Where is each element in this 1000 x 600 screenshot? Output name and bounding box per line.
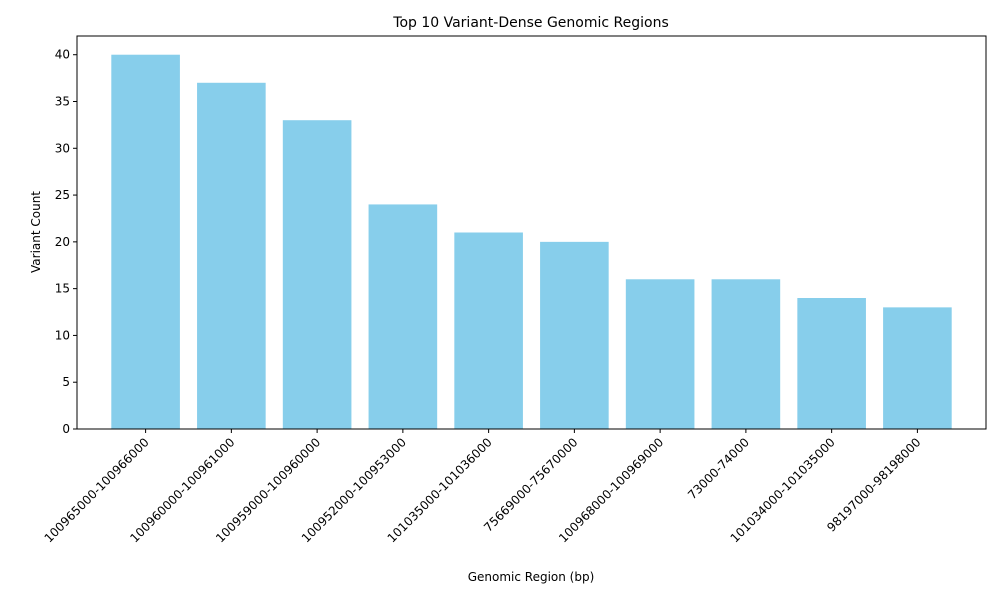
y-tick-label-2: 5 xyxy=(62,375,70,389)
bar-6 xyxy=(540,241,609,429)
bars-group xyxy=(111,54,952,430)
bar-8 xyxy=(711,279,781,429)
x-axis-label: Genomic Region (bp) xyxy=(468,570,595,584)
y-axis: 0 5 10 15 20 25 30 35 40 xyxy=(55,48,77,436)
y-tick-label-6: 25 xyxy=(55,188,70,202)
x-tick-label-6: 75669000-75670000 xyxy=(481,435,580,534)
bar-7 xyxy=(625,279,695,429)
chart-title: Top 10 Variant-Dense Genomic Regions xyxy=(392,15,668,31)
x-axis: 100965000-100966000100960000-10096100010… xyxy=(42,429,924,545)
bar-1 xyxy=(111,54,180,429)
plot-frame xyxy=(76,35,987,430)
x-tick-label-8: 73000-74000 xyxy=(685,435,752,502)
y-tick-label-9: 40 xyxy=(55,48,70,62)
bar-3 xyxy=(282,120,352,429)
x-tick-label-10: 98197000-98198000 xyxy=(824,435,923,534)
bar-4 xyxy=(368,204,438,429)
y-axis-label: Variant Count xyxy=(29,191,43,273)
bar-2 xyxy=(197,82,266,430)
bar-10 xyxy=(883,307,952,429)
y-tick-label-8: 35 xyxy=(55,95,70,109)
bar-9 xyxy=(797,298,866,429)
y-tick-label-1: 0 xyxy=(62,422,70,436)
bar-5 xyxy=(454,232,523,429)
y-tick-label-7: 30 xyxy=(55,141,70,155)
y-tick-label-5: 20 xyxy=(55,235,70,249)
y-tick-label-3: 10 xyxy=(55,328,70,342)
y-tick-label-4: 15 xyxy=(55,282,70,296)
